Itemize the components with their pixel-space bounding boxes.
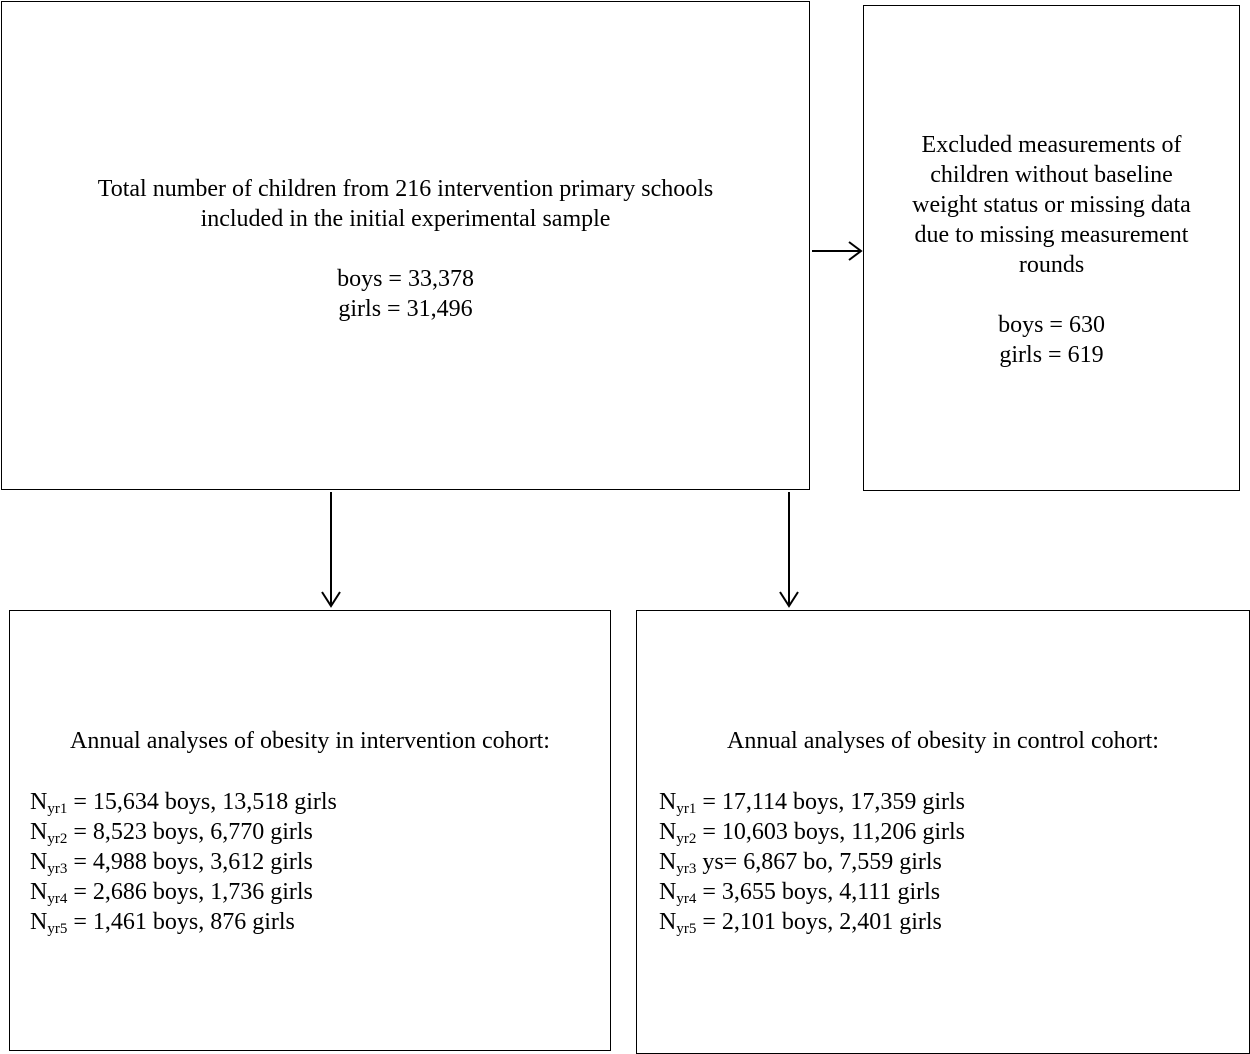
arrow-to-control (780, 492, 798, 606)
arrow-to-intervention (322, 492, 340, 606)
arrow-to-excluded (812, 242, 861, 260)
